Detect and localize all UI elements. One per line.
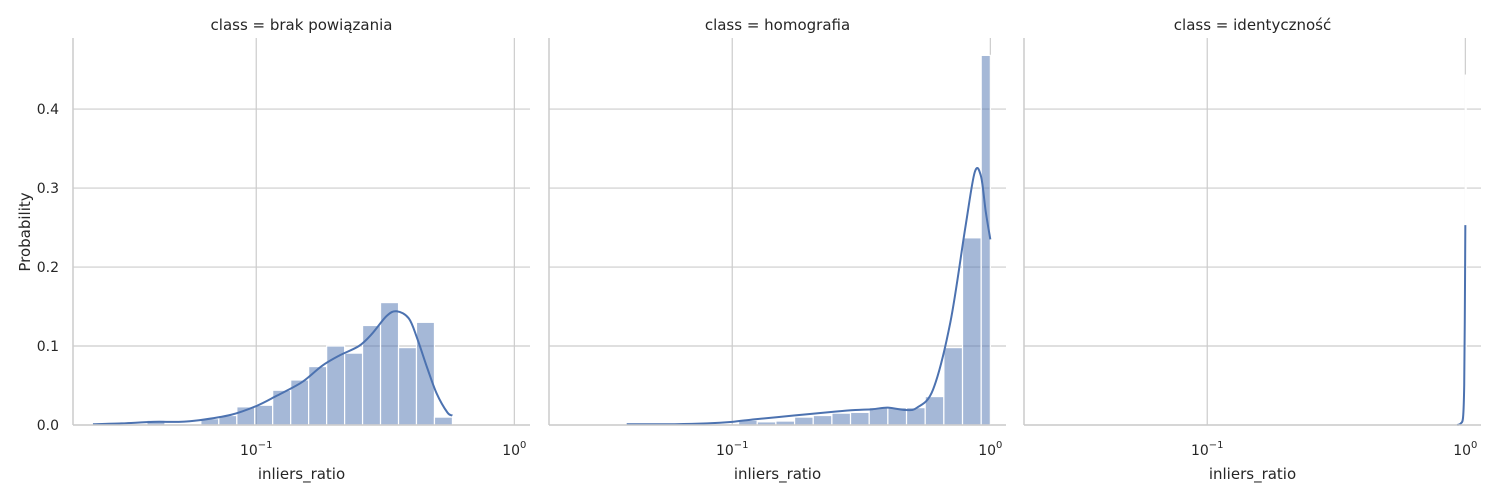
histogram-bar [793,416,814,426]
y-axis-label: Probability [16,192,34,271]
kde-line [1456,225,1467,426]
histogram-bar [980,54,991,426]
histogram-bar [812,414,833,426]
x-axis-label: inliers_ratio [258,465,345,484]
histogram-bar [397,347,418,426]
y-tick-label: 0.2 [37,260,59,276]
facet-panel: 10−1 100 inliers_ratio class = homografia [548,16,1006,484]
facet-panels: 0.0 0.1 0.2 0.3 0.4 10−1 100 inliers_ratio class… [37,16,1481,484]
x-tick-label: 10−1 [1191,440,1224,459]
facet-panel: 0.0 0.1 0.2 0.3 0.4 10−1 100 inliers_ratio class… [37,16,530,484]
x-axis-label: inliers_ratio [734,465,821,484]
panel-title: class = brak powiązania [211,16,393,34]
x-tick-label: 100 [502,440,526,459]
histogram-bar [924,395,945,426]
kde-line [92,310,453,426]
histogram-bar [433,416,454,426]
y-tick-label: 0.3 [37,181,59,197]
x-axis-label: inliers_ratio [1209,465,1296,484]
y-tick-label: 0.0 [37,418,59,434]
panel-title: class = identyczność [1174,16,1331,34]
histogram-bar [831,412,852,426]
x-tick-label: 100 [978,440,1002,459]
facet-panel: 10−1 100 inliers_ratio class = identyczność [1023,16,1481,484]
histogram-bar [254,404,274,426]
histogram-bar [961,237,982,426]
histogram-bar [415,321,436,426]
x-tick-label: 10−1 [240,440,273,459]
x-tick-label: 100 [1453,440,1477,459]
x-tick-label: 10−1 [716,440,749,459]
y-tick-label: 0.1 [37,339,59,355]
histogram-bar [849,411,870,426]
kde-line [626,167,992,426]
y-tick-label: 0.4 [37,102,59,118]
histogram-bar [344,352,364,426]
histogram-bar [943,347,964,426]
panel-title: class = homografia [705,16,850,34]
